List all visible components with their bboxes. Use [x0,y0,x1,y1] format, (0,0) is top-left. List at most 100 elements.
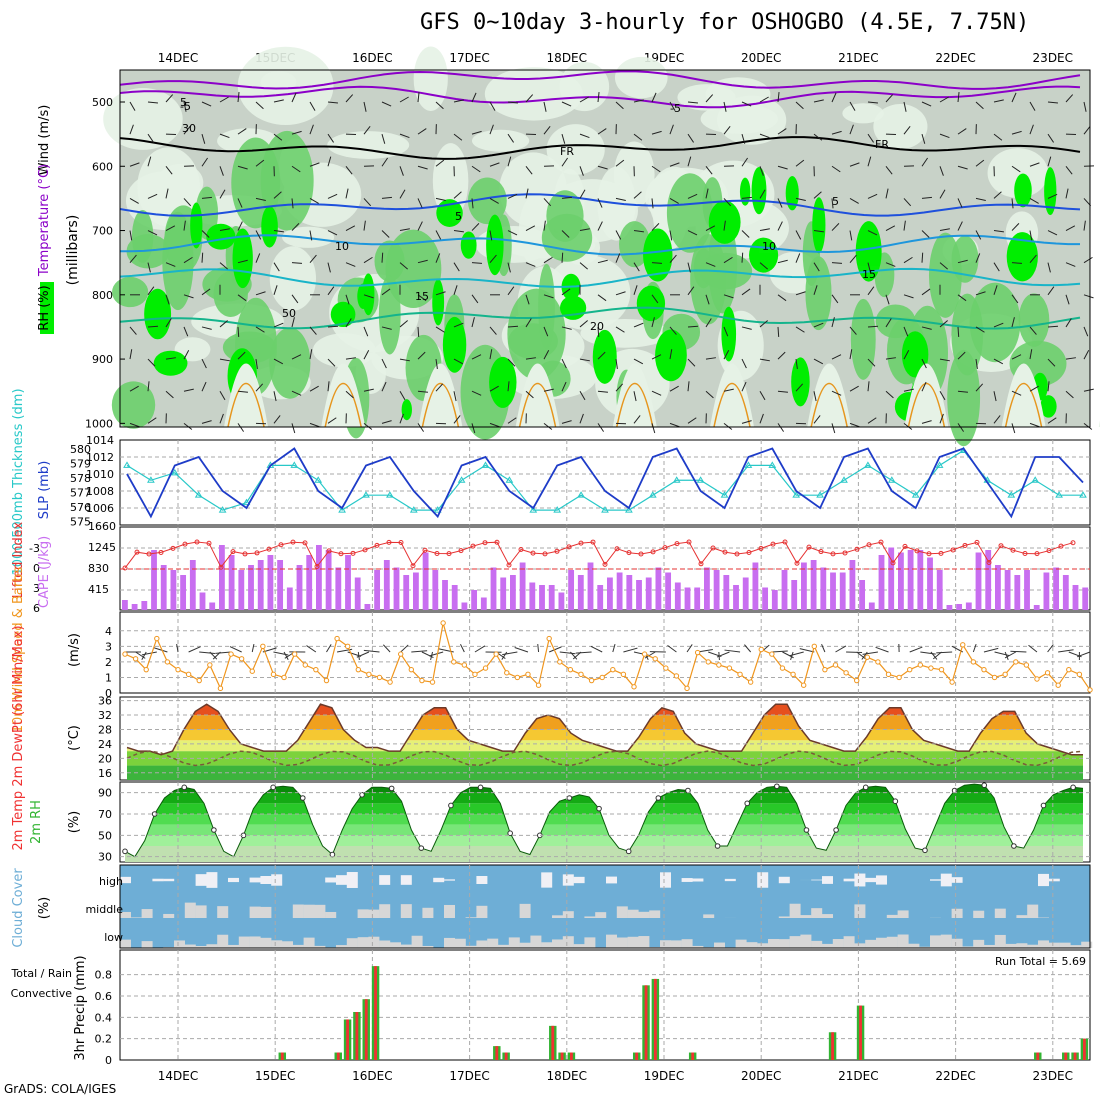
li-line [124,541,1074,569]
cloud-high [778,876,790,884]
wind-barb [759,320,768,328]
wind-barb [453,191,462,199]
cloud-high [822,876,833,884]
temp-contour-30 [324,382,362,428]
wind-barb [1029,230,1033,241]
wind-barb-10m [590,645,603,653]
wind-barb [165,188,169,199]
wind-barb [489,162,500,167]
wind-barb [507,417,517,424]
cloud-low [670,940,682,948]
wind10m-point [461,662,468,668]
wind-barb [633,358,644,365]
precip-bar-convective [336,1052,340,1060]
wind-barb [507,193,518,199]
cape-bar [189,560,196,610]
wind-barb-10m [1004,651,1009,661]
cloud-high [692,878,704,882]
wind-barb [615,101,624,110]
wind-barb [759,358,770,362]
wind-barb [723,198,732,207]
wind-barb [633,391,637,402]
cape-bar [1024,570,1030,610]
contour-label: -5 [180,100,191,113]
wind-barb [615,197,626,201]
thickness-point [386,491,394,498]
wind-barb [453,391,457,402]
cape-bar [219,545,225,610]
wind-barb [201,326,212,330]
slp-tick-label: 1006 [86,502,114,515]
cloud-low [811,940,823,948]
wind-barb [867,133,875,143]
cloud-low [746,942,758,948]
cloud-low [422,945,434,948]
cloud-low [368,936,380,948]
wind-barb [363,326,369,337]
wind-barb [471,165,481,173]
wind-barb [147,193,158,199]
wind-barb [669,385,679,392]
wind-barb-10m [932,651,942,660]
wind-barb [237,326,240,337]
wind-barb [597,92,600,103]
wind-barb [201,101,212,107]
wind-barb [777,128,787,135]
wind-tick-label: 3 [105,640,112,653]
li-point [1058,543,1064,549]
wind-barb [219,358,230,362]
thickness-point [577,491,585,498]
cloud-low [800,934,812,948]
temp-contour-30 [616,382,654,428]
rh-region-dry [614,56,668,99]
wind10m-point [1034,676,1040,682]
cape-tick-label: 1245 [88,541,116,554]
wind-barb [183,198,192,207]
wind-barb [183,326,189,337]
wind-barb [705,225,716,231]
cloud-middle [292,904,304,918]
wind-barb [345,225,356,231]
temp-contour-30 [1004,382,1043,428]
wind-barb [1083,256,1093,264]
li-label: Lifted Index [11,521,26,598]
cape-bar [917,550,924,610]
wind-barb-10m [821,643,826,653]
wind-barb [345,357,356,360]
wind-barb [417,198,423,208]
wind-barb [597,351,606,360]
cape-bar [1072,585,1079,610]
wind-barb [939,166,944,176]
cape-bar [403,575,410,610]
rh-region-moist [928,232,962,318]
wind-barb [723,101,727,112]
wind-barb [1083,294,1094,299]
cloud-low [411,935,423,948]
wind-barb [255,291,266,296]
cloud-low [238,936,250,948]
rh-region-dry [700,103,779,134]
rh2m-point [714,843,721,849]
wind-barb-10m [983,647,999,653]
rh-region-saturated [190,202,203,249]
wind-barb [957,198,963,208]
contour-label: 20 [590,320,604,333]
cloud-middle [141,909,153,918]
thickness-point [1055,491,1063,498]
date-label-top: 22DEC [935,51,975,65]
rh-band [125,835,1083,846]
rh-band [125,784,1083,793]
wind-barb [471,262,483,264]
wind-barb [507,133,515,143]
cloud-middle [260,906,272,918]
cloud-level-label: middle [85,903,123,916]
wind-barb [723,388,734,392]
wind-barb [993,191,1002,199]
wind-barb [417,351,426,360]
wind10m-point [451,659,457,665]
cape-bar [868,602,875,610]
cloud-high [843,878,855,882]
cloud-low [444,937,455,948]
wind-barb [723,256,733,264]
wind-barb [255,326,265,333]
